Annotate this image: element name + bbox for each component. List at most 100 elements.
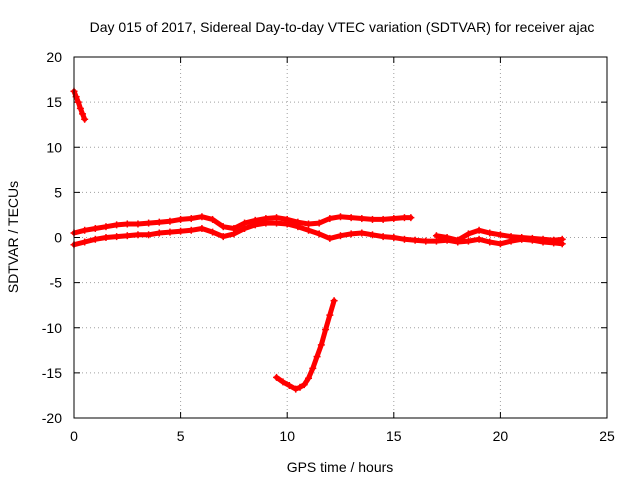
- data-point: [400, 235, 408, 243]
- x-tick-label: 5: [177, 428, 185, 444]
- data-point: [496, 240, 504, 248]
- data-point: [123, 220, 131, 228]
- data-point: [400, 214, 408, 222]
- data-point: [134, 220, 142, 228]
- data-point: [187, 215, 195, 223]
- data-point: [368, 231, 376, 239]
- data-point: [262, 219, 270, 227]
- data-point: [454, 236, 462, 244]
- data-point: [539, 235, 547, 243]
- data-point: [486, 238, 494, 246]
- data-point: [300, 381, 308, 389]
- data-point: [81, 238, 89, 246]
- x-tick-label: 10: [279, 428, 295, 444]
- data-point: [432, 232, 440, 240]
- x-tick-label: 25: [599, 428, 615, 444]
- data-point: [273, 373, 281, 381]
- data-point: [326, 215, 334, 223]
- data-point: [486, 229, 494, 237]
- x-tick-label: 20: [493, 428, 509, 444]
- y-tick-label: -15: [42, 365, 62, 381]
- y-tick-label: -5: [50, 275, 63, 291]
- data-point: [155, 218, 163, 226]
- data-point: [358, 229, 366, 237]
- data-point: [91, 224, 99, 232]
- data-point: [317, 341, 325, 349]
- data-point: [209, 228, 217, 236]
- data-point: [113, 233, 121, 241]
- data-point: [79, 110, 87, 118]
- data-point: [337, 213, 344, 221]
- x-axis-label: GPS time / hours: [287, 459, 394, 475]
- data-point: [326, 311, 334, 319]
- y-tick-label: -20: [42, 410, 62, 426]
- data-point: [347, 230, 355, 238]
- data-point: [411, 236, 419, 244]
- data-point: [198, 213, 206, 221]
- data-point: [219, 233, 227, 241]
- data-point: [113, 221, 121, 229]
- data-point: [166, 217, 174, 225]
- y-tick-label: 5: [54, 184, 62, 200]
- data-point: [390, 215, 398, 223]
- data-point: [102, 223, 110, 231]
- data-point: [309, 364, 317, 372]
- data-point: [330, 297, 338, 305]
- data-point: [145, 219, 153, 227]
- x-tick-label: 0: [70, 428, 78, 444]
- data-point: [518, 234, 526, 241]
- data-point: [155, 229, 163, 237]
- plot-frame: [73, 56, 608, 419]
- data-point: [379, 233, 387, 241]
- data-point: [443, 234, 451, 241]
- data-point: [422, 237, 430, 245]
- data-point: [475, 235, 483, 243]
- data-point: [166, 228, 174, 236]
- data-point: [305, 226, 313, 234]
- y-tick-label: 10: [46, 139, 62, 155]
- data-point: [337, 232, 344, 240]
- data-point: [390, 234, 398, 241]
- data-point: [305, 374, 313, 382]
- data-point: [358, 215, 366, 223]
- data-point: [407, 214, 415, 222]
- data-point: [145, 231, 153, 239]
- data-point: [123, 232, 131, 240]
- data-point: [558, 235, 566, 243]
- data-point: [74, 98, 82, 106]
- data-point: [475, 226, 483, 234]
- chart-title: Day 015 of 2017, Sidereal Day-to-day VTE…: [90, 19, 595, 35]
- data-points: [70, 87, 566, 393]
- data-point: [273, 219, 281, 227]
- data-point: [322, 326, 330, 334]
- data-point: [241, 224, 249, 232]
- y-tick-label: 0: [54, 230, 62, 246]
- data-point: [198, 224, 206, 232]
- data-point: [91, 235, 99, 243]
- data-point: [379, 215, 387, 223]
- data-point: [209, 215, 217, 223]
- data-point: [464, 237, 472, 245]
- y-tick-label: 15: [46, 94, 62, 110]
- data-point: [187, 226, 195, 234]
- data-point: [219, 223, 227, 231]
- data-point: [296, 383, 304, 391]
- data-point: [294, 223, 302, 231]
- data-point: [292, 385, 300, 393]
- data-point: [81, 115, 89, 123]
- data-point: [326, 234, 334, 242]
- series-dip-track: [274, 298, 337, 392]
- data-point: [347, 214, 355, 222]
- data-point: [102, 234, 110, 241]
- data-point: [507, 233, 515, 241]
- data-point: [177, 215, 185, 223]
- data-point: [368, 215, 376, 223]
- data-point: [230, 230, 238, 238]
- data-point: [81, 226, 89, 234]
- ticks: 0 5 10 15 20 25 -20 -15 -10 -5 0 5 10 15 20: [42, 49, 615, 444]
- data-point: [315, 219, 323, 227]
- data-point: [305, 220, 313, 228]
- y-tick-label: 20: [46, 49, 62, 65]
- data-point: [279, 378, 287, 386]
